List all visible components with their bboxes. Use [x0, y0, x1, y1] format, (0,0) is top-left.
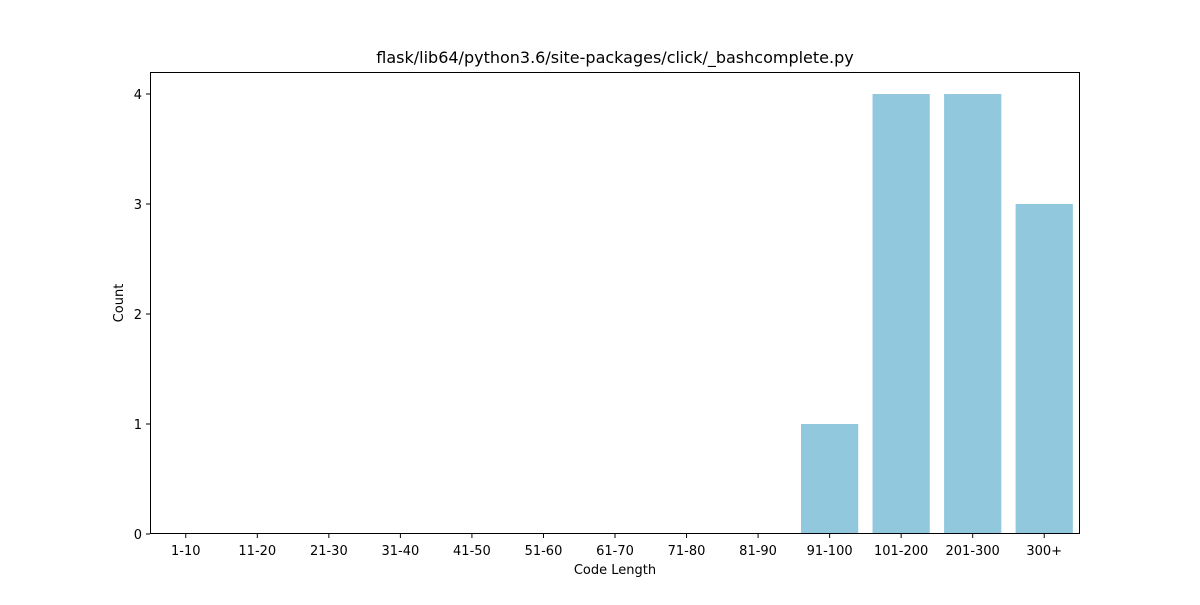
x-tick-label: 61-70 [596, 544, 634, 559]
x-tick-label: 51-60 [525, 544, 563, 559]
x-axis-label: Code Length [574, 563, 656, 578]
plot-frame [150, 72, 1080, 534]
y-tick-label: 0 [134, 528, 142, 543]
x-tick-label: 21-30 [310, 544, 348, 559]
x-tick-label: 11-20 [238, 544, 276, 559]
plot-area [150, 72, 1080, 534]
bar-91-100 [801, 424, 859, 534]
bars-layer [801, 94, 1073, 534]
x-tick-label: 71-80 [668, 544, 706, 559]
bar-300+ [1015, 204, 1073, 534]
y-tick-label: 1 [134, 418, 142, 433]
bar-201-300 [944, 94, 1002, 534]
x-tick-label: 201-300 [946, 544, 1000, 559]
x-tick-label: 1-10 [171, 544, 201, 559]
y-tick-label: 3 [134, 198, 142, 213]
y-tick-label: 2 [134, 308, 142, 323]
x-tick-label: 101-200 [874, 544, 928, 559]
x-tick-label: 91-100 [807, 544, 853, 559]
y-axis-ticks: 0 1 2 3 4 [134, 88, 150, 543]
x-axis-ticks: 1-10 11-20 21-30 31-40 41-50 51-60 61-70 71-80 8… [171, 534, 1062, 559]
y-tick-label: 4 [134, 88, 142, 103]
x-tick-label: 300+ [1026, 544, 1062, 559]
y-axis-label: Count [112, 284, 127, 323]
bar-101-200 [872, 94, 930, 534]
x-tick-label: 81-90 [739, 544, 777, 559]
x-tick-label: 41-50 [453, 544, 491, 559]
chart-title: flask/lib64/python3.6/site-packages/clic… [376, 48, 853, 68]
x-tick-label: 31-40 [381, 544, 419, 559]
